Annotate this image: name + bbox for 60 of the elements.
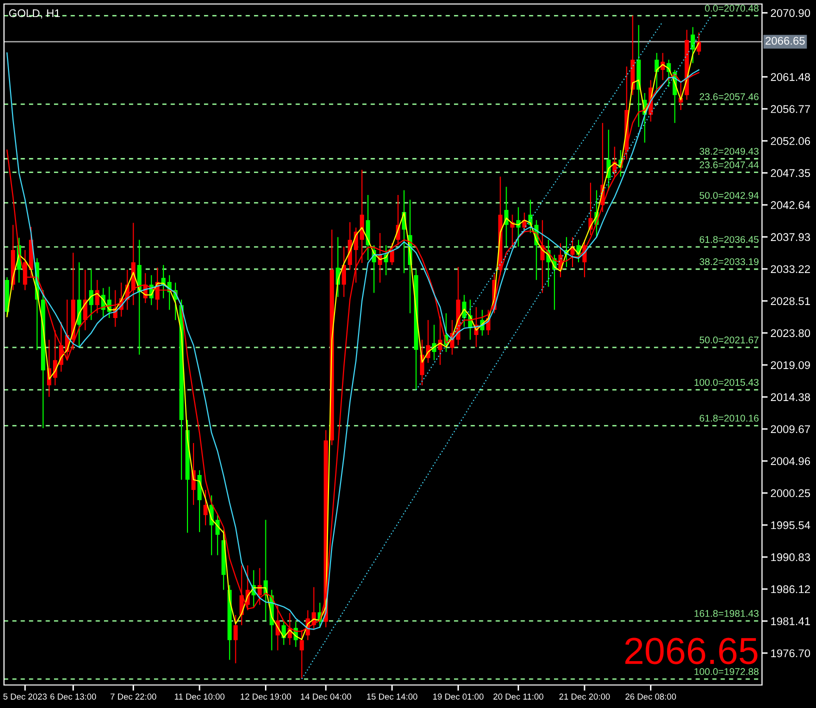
y-tick-label: 2028.51	[770, 297, 810, 306]
candlestick	[203, 489, 208, 526]
ref-line-label: 50.0=2042.94	[700, 192, 759, 199]
y-tick-label: 2052.06	[770, 137, 810, 146]
ref-line-label: 100.0=2015.43	[694, 378, 759, 386]
ref-line-label: 61.8=2010.16	[700, 414, 759, 422]
ref-line-label: 161.8=1981.43	[694, 610, 759, 617]
x-tick-label: 7 Dec 22:00	[110, 694, 156, 700]
chart-title: GOLD, H1	[9, 9, 60, 18]
ref-line-label: 50.0=2021.67	[700, 336, 758, 344]
y-tick-label: 2042.64	[770, 201, 810, 210]
y-tick-label: 1981.41	[771, 617, 810, 626]
candlestick	[666, 59, 671, 88]
y-tick-label: 2014.38	[770, 393, 810, 402]
x-tick-label: 19 Dec 01:00	[433, 694, 484, 700]
candlestick	[95, 279, 100, 314]
x-tick-label: 11 Dec 10:00	[174, 694, 224, 700]
y-tick-label: 1990.83	[771, 553, 810, 562]
y-tick-label: 1995.54	[771, 521, 810, 530]
y-tick-label: 2009.67	[770, 425, 810, 434]
y-tick-label: 1986.12	[771, 585, 810, 594]
y-tick-label: 2033.22	[770, 265, 810, 274]
ref-line-label: 23.6=2057.46	[700, 93, 759, 100]
ref-line-label: 61.8=2036.45	[700, 236, 759, 243]
ref-line-label: 38.2=2033.19	[700, 258, 759, 266]
candlestick	[89, 269, 94, 321]
candlestick	[504, 186, 508, 248]
candlestick	[234, 614, 238, 664]
x-tick-label: 5 Dec 2023	[3, 694, 47, 700]
candlestick	[282, 620, 286, 646]
candlestick	[654, 52, 659, 94]
y-tick-label: 2004.96	[770, 457, 810, 466]
ref-line-label: 2066.65	[766, 36, 805, 45]
y-tick-label: 2061.48	[770, 73, 810, 81]
x-tick-label: 14 Dec 04:00	[300, 694, 352, 700]
candlestick	[438, 316, 442, 366]
y-tick-label: 2037.93	[770, 233, 810, 242]
x-tick-label: 12 Dec 19:00	[240, 694, 291, 700]
x-tick-label: 15 Dec 14:00	[367, 694, 418, 700]
y-tick-label: 2019.09	[770, 361, 810, 370]
y-tick-label: 2000.25	[770, 489, 810, 498]
x-tick-label: 21 Dec 20:00	[559, 694, 610, 700]
ref-line-label: 100.0=1972.88	[694, 668, 759, 676]
candlestick	[690, 26, 695, 64]
ref-line-label: 0.0=2070.48	[705, 4, 759, 12]
ref-line-label: 38.2=2049.43	[700, 148, 759, 155]
y-tick-label: 1976.70	[771, 649, 810, 658]
x-tick-label: 6 Dec 13:00	[50, 694, 96, 700]
x-tick-label: 20 Dec 11:00	[493, 694, 544, 700]
candlestick	[696, 32, 701, 56]
annotation: 2066.65	[625, 638, 758, 664]
ref-line-label: 23.6=2047.44	[700, 161, 759, 168]
candlestick	[258, 568, 262, 606]
y-tick-label: 2023.80	[770, 329, 810, 338]
y-tick-label: 2047.35	[770, 169, 810, 178]
x-tick-label: 26 Dec 08:00	[626, 694, 676, 700]
candlestick	[83, 269, 88, 331]
y-tick-label: 2056.77	[770, 105, 810, 114]
candlestick	[570, 236, 575, 268]
y-tick-label: 2070.90	[770, 9, 810, 17]
